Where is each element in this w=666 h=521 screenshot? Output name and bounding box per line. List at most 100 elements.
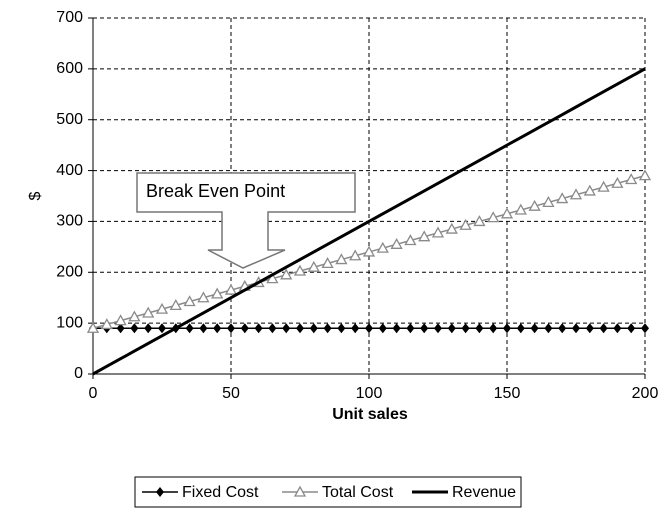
marker — [599, 323, 608, 334]
marker — [544, 323, 553, 334]
marker — [459, 218, 472, 230]
y-tick-label: 0 — [74, 365, 83, 382]
marker — [378, 323, 387, 334]
legend: Fixed Cost Total Cost Revenue — [134, 476, 522, 508]
marker — [503, 323, 511, 334]
y-tick-label: 100 — [56, 314, 83, 331]
marker — [558, 323, 567, 334]
marker — [556, 192, 569, 204]
marker — [199, 323, 208, 334]
marker — [431, 226, 445, 238]
y-tick-label: 500 — [56, 111, 83, 128]
marker — [183, 295, 196, 307]
x-axis-label: Unit sales — [332, 406, 408, 423]
y-tick-label: 600 — [56, 60, 83, 77]
y-axis-label: $ — [27, 191, 44, 200]
marker — [406, 323, 415, 334]
x-tick-label: 150 — [494, 385, 521, 402]
marker — [156, 487, 164, 497]
legend-label: Total Cost — [322, 484, 394, 501]
marker — [473, 215, 486, 227]
marker — [461, 323, 470, 334]
legend-label: Fixed Cost — [182, 484, 259, 501]
marker — [114, 314, 127, 326]
marker — [625, 173, 638, 185]
marker — [530, 323, 539, 334]
annotation: Break Even Point — [146, 181, 285, 201]
marker — [572, 323, 580, 334]
y-tick-label: 300 — [56, 213, 83, 230]
marker — [376, 241, 389, 253]
y-tick-label: 700 — [56, 9, 83, 26]
marker — [475, 323, 484, 334]
x-tick-label: 50 — [222, 385, 240, 402]
marker — [155, 302, 169, 314]
marker — [282, 323, 291, 334]
marker — [638, 169, 652, 181]
marker — [227, 323, 235, 334]
marker — [362, 245, 376, 257]
marker — [542, 196, 555, 208]
marker — [489, 323, 498, 334]
marker — [434, 323, 442, 334]
x-tick-label: 200 — [632, 385, 659, 402]
marker — [390, 237, 403, 249]
y-tick-label: 400 — [56, 162, 83, 179]
marker — [351, 323, 360, 334]
marker — [349, 249, 362, 261]
marker — [516, 323, 525, 334]
marker — [613, 323, 622, 334]
marker — [130, 323, 139, 334]
marker — [627, 323, 636, 334]
marker — [268, 323, 277, 334]
marker — [365, 323, 373, 334]
marker — [500, 207, 514, 219]
y-tick-label: 200 — [56, 264, 83, 281]
marker — [528, 199, 541, 211]
marker — [185, 323, 194, 334]
marker — [309, 323, 318, 334]
marker — [392, 323, 401, 334]
marker — [337, 323, 346, 334]
marker — [158, 323, 166, 334]
marker — [116, 323, 125, 334]
marker — [240, 323, 249, 334]
x-tick-label: 100 — [356, 385, 383, 402]
marker — [211, 287, 224, 299]
marker — [293, 485, 307, 497]
marker — [569, 188, 583, 200]
marker — [335, 253, 348, 265]
marker — [514, 203, 527, 215]
marker — [321, 257, 334, 269]
marker — [641, 323, 649, 334]
marker — [86, 321, 100, 333]
marker — [418, 230, 431, 242]
callout — [136, 172, 356, 269]
marker — [597, 180, 610, 192]
legend-box — [134, 476, 522, 508]
marker — [213, 323, 222, 334]
marker — [224, 283, 238, 295]
marker — [611, 176, 624, 188]
marker — [142, 306, 155, 318]
marker — [583, 184, 596, 196]
marker — [293, 264, 307, 276]
marker — [307, 260, 320, 272]
marker — [445, 222, 458, 234]
marker — [296, 323, 304, 334]
marker — [323, 323, 332, 334]
marker — [144, 323, 153, 334]
marker — [100, 318, 113, 330]
marker — [585, 323, 594, 334]
series-line — [92, 67, 646, 376]
marker — [254, 323, 263, 334]
marker — [280, 268, 293, 280]
marker — [169, 299, 182, 310]
legend-label: Revenue — [452, 484, 516, 501]
marker — [487, 211, 500, 223]
marker — [404, 234, 417, 246]
marker — [420, 323, 429, 334]
marker — [447, 323, 456, 334]
